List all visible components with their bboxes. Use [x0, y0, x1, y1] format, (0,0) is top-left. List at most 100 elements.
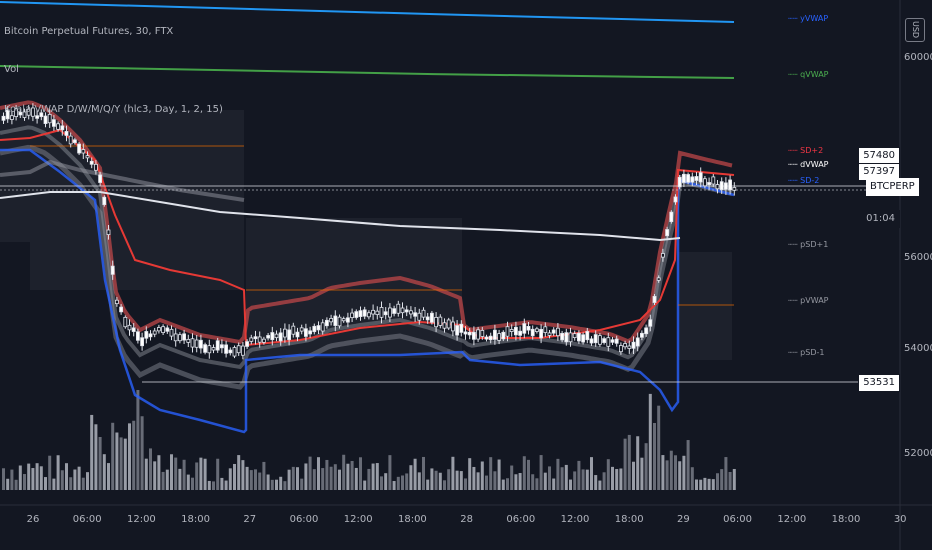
- candle-body: [131, 327, 136, 332]
- x-tick: 18:00: [831, 514, 861, 525]
- candle-body: [144, 331, 149, 339]
- lower-price-label: 53531: [858, 374, 900, 392]
- volume-bar: [396, 476, 400, 490]
- volume-bar: [128, 423, 131, 490]
- candle-body: [312, 325, 317, 333]
- candle-body: [665, 229, 669, 237]
- candle-body: [303, 328, 308, 337]
- volume-bar: [333, 464, 337, 490]
- y-tick-56000: 56000: [904, 252, 932, 263]
- candle-body: [442, 322, 447, 329]
- volume-bar: [640, 457, 644, 490]
- candle-body: [152, 330, 157, 335]
- volume-bar: [674, 455, 677, 490]
- candle-body: [22, 111, 27, 118]
- volume-bar: [56, 455, 60, 490]
- candle-body: [698, 172, 703, 183]
- volume-bar: [6, 478, 10, 490]
- volume-bar: [455, 470, 459, 490]
- candle-body: [211, 347, 216, 351]
- candle-body: [350, 312, 355, 318]
- volume-bar: [44, 477, 47, 490]
- y-tick-54000: 54000: [904, 343, 932, 354]
- candle-body: [341, 318, 346, 322]
- volume-bar: [388, 455, 392, 490]
- prior-range-box: [30, 110, 244, 290]
- candle-body: [497, 333, 502, 341]
- candle-body: [123, 316, 128, 328]
- volume-bar: [300, 478, 304, 490]
- candle-body: [186, 338, 191, 343]
- candle-body: [514, 326, 518, 336]
- volume-bar: [417, 472, 421, 490]
- volume-bar: [203, 458, 207, 490]
- volume-bar: [413, 458, 417, 490]
- candle-body: [732, 187, 737, 191]
- candle-body: [115, 299, 119, 305]
- candle-body: [198, 339, 203, 349]
- volume-bar: [602, 472, 606, 490]
- volume-bar: [657, 405, 661, 490]
- volume-legend: Vol: [4, 64, 19, 75]
- volume-bar: [409, 465, 413, 490]
- candle-body: [329, 318, 334, 323]
- candle-body: [644, 327, 648, 335]
- candle-body: [669, 211, 674, 223]
- volume-bar: [531, 474, 535, 490]
- candle-body: [463, 331, 468, 335]
- volume-bar: [459, 471, 463, 490]
- volume-bar: [245, 466, 249, 490]
- candle-body: [413, 312, 418, 317]
- candle-body: [677, 177, 682, 188]
- volume-bar: [422, 456, 425, 490]
- volume-bar: [682, 455, 686, 490]
- volume-bar: [216, 458, 220, 490]
- x-tick: 12:00: [777, 514, 807, 525]
- volume-bar: [27, 463, 31, 490]
- candle-body: [203, 344, 208, 353]
- volume-bar: [497, 459, 501, 490]
- volume-bar: [560, 467, 564, 490]
- candle-body: [501, 331, 506, 340]
- volume-bar: [308, 456, 312, 490]
- candle-body: [425, 316, 430, 321]
- x-tick: 18:00: [397, 514, 427, 525]
- psd-minus-1-band: [0, 144, 733, 390]
- volume-bar: [678, 461, 682, 490]
- candle-body: [324, 319, 329, 327]
- currency-toggle[interactable]: USD: [905, 18, 925, 42]
- volume-bar: [451, 456, 455, 490]
- candle-body: [509, 329, 514, 332]
- candle-body: [148, 333, 153, 338]
- volume-bar: [426, 479, 430, 490]
- candle-body: [207, 345, 212, 354]
- band-label-pvwap: ┄┄ pVWAP: [788, 296, 829, 305]
- volume-bar: [720, 469, 724, 490]
- volume-bar: [312, 469, 316, 490]
- candle-body: [257, 336, 262, 343]
- volume-bar: [699, 479, 703, 490]
- volume-bar: [60, 470, 64, 490]
- candle-body: [73, 139, 77, 143]
- x-tick: 06:00: [506, 514, 536, 525]
- volume-bar: [648, 393, 652, 490]
- volume-bar: [10, 469, 14, 490]
- candle-body: [383, 311, 388, 316]
- candle-body: [161, 326, 166, 333]
- candle-body: [627, 345, 632, 349]
- candle-body: [379, 307, 384, 318]
- x-tick: 06:00: [72, 514, 102, 525]
- candle-body: [375, 310, 380, 315]
- candle-body: [228, 349, 233, 354]
- y-tick-52000: 52000: [904, 448, 932, 459]
- candle-body: [648, 319, 653, 327]
- volume-bar: [161, 471, 165, 490]
- volume-bar: [438, 472, 442, 490]
- volume-bar: [632, 461, 635, 490]
- candle-body: [119, 306, 123, 313]
- volume-bar: [661, 455, 665, 490]
- volume-bar: [707, 478, 711, 490]
- candle-body: [249, 337, 254, 342]
- volume-bar: [535, 478, 539, 490]
